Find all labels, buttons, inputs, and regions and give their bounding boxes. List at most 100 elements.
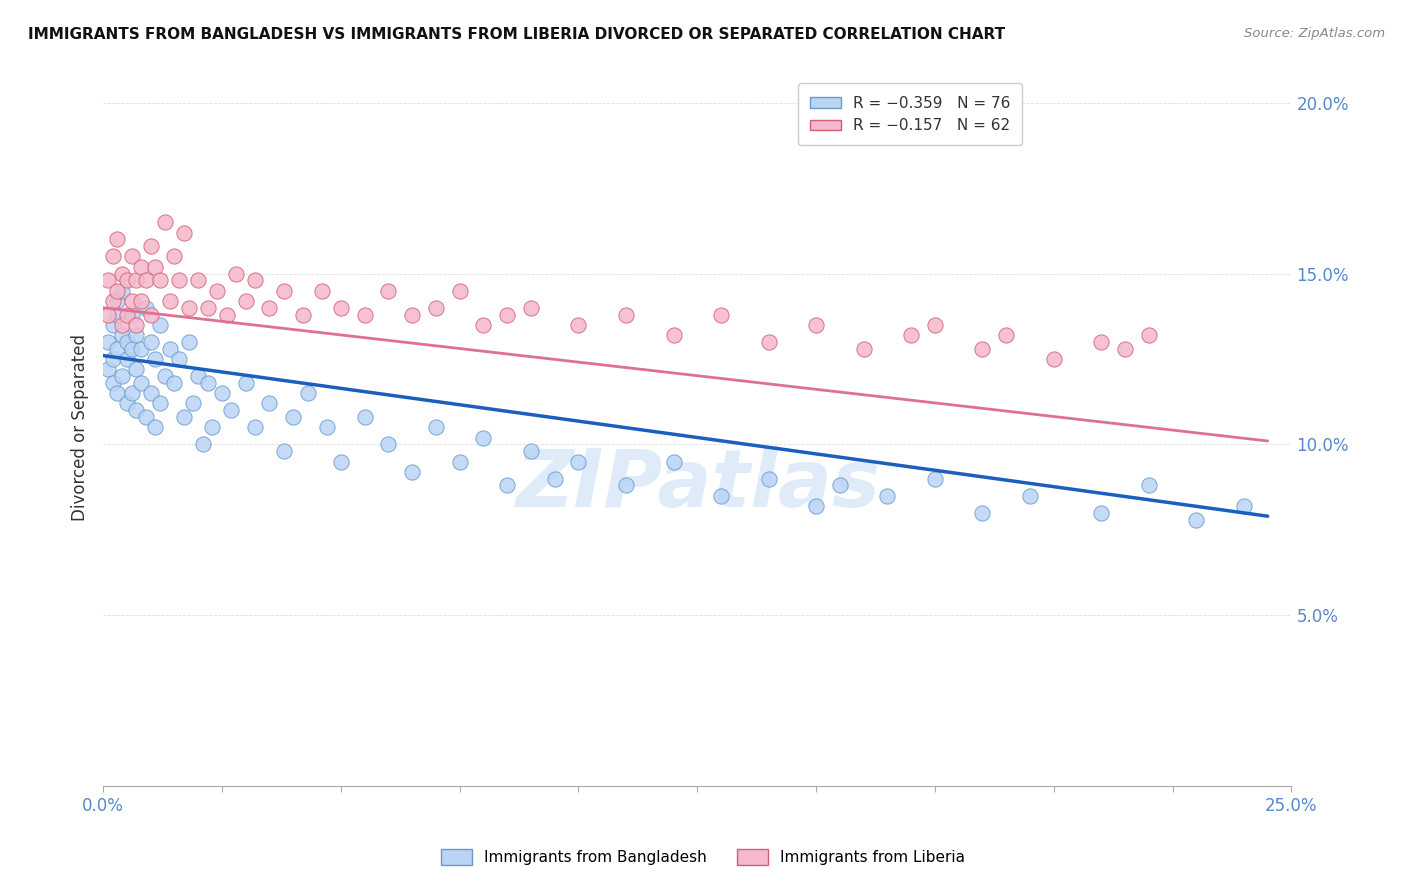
Point [101, 318, 124, 332]
Point [101, 351, 124, 366]
Point [758, 334, 780, 349]
Point [191, 437, 214, 451]
Point [828, 478, 851, 492]
Point [149, 273, 172, 287]
Point [111, 284, 134, 298]
Point [115, 273, 138, 287]
Point [163, 250, 186, 264]
Point [135, 301, 157, 315]
Point [135, 273, 157, 287]
Point [205, 284, 228, 298]
Point [449, 284, 471, 298]
Point [425, 301, 447, 315]
Point [1233, 499, 1256, 513]
Point [804, 499, 827, 513]
Point [297, 386, 319, 401]
Point [662, 328, 685, 343]
Point [1137, 328, 1160, 343]
Point [353, 308, 375, 322]
Point [758, 472, 780, 486]
Point [614, 478, 637, 492]
Text: ZIPatlas: ZIPatlas [515, 446, 880, 524]
Point [245, 273, 267, 287]
Point [105, 386, 128, 401]
Point [1019, 489, 1042, 503]
Point [167, 273, 190, 287]
Point [259, 301, 281, 315]
Legend: R = −0.359   N = 76, R = −0.157   N = 62: R = −0.359 N = 76, R = −0.157 N = 62 [797, 83, 1022, 145]
Point [129, 293, 152, 308]
Point [197, 376, 219, 390]
Point [159, 293, 181, 308]
Point [129, 260, 152, 274]
Point [125, 318, 148, 332]
Point [1137, 478, 1160, 492]
Point [105, 308, 128, 322]
Point [259, 396, 281, 410]
Point [197, 301, 219, 315]
Point [111, 318, 134, 332]
Point [225, 267, 247, 281]
Point [924, 472, 946, 486]
Point [544, 472, 567, 486]
Point [121, 293, 143, 308]
Point [401, 465, 423, 479]
Point [315, 420, 337, 434]
Point [97, 334, 120, 349]
Point [149, 396, 172, 410]
Point [273, 444, 295, 458]
Point [97, 273, 120, 287]
Point [153, 369, 176, 384]
Point [173, 226, 195, 240]
Point [187, 273, 209, 287]
Point [924, 318, 946, 332]
Point [149, 318, 172, 332]
Point [101, 250, 124, 264]
Point [173, 410, 195, 425]
Point [115, 334, 138, 349]
Point [425, 420, 447, 434]
Point [111, 369, 134, 384]
Point [121, 308, 143, 322]
Point [1090, 506, 1112, 520]
Point [153, 215, 176, 229]
Point [972, 342, 994, 356]
Point [125, 273, 148, 287]
Point [496, 308, 519, 322]
Point [235, 293, 257, 308]
Point [1090, 334, 1112, 349]
Point [995, 328, 1018, 343]
Text: Source: ZipAtlas.com: Source: ZipAtlas.com [1244, 27, 1385, 40]
Point [139, 239, 162, 253]
Y-axis label: Divorced or Separated: Divorced or Separated [72, 334, 89, 521]
Point [353, 410, 375, 425]
Point [900, 328, 922, 343]
Point [121, 250, 143, 264]
Point [101, 293, 124, 308]
Point [377, 437, 399, 451]
Point [105, 284, 128, 298]
Text: IMMIGRANTS FROM BANGLADESH VS IMMIGRANTS FROM LIBERIA DIVORCED OR SEPARATED CORR: IMMIGRANTS FROM BANGLADESH VS IMMIGRANTS… [28, 27, 1005, 42]
Point [97, 362, 120, 376]
Point [201, 420, 224, 434]
Point [167, 351, 190, 366]
Point [520, 301, 543, 315]
Point [125, 362, 148, 376]
Point [125, 328, 148, 343]
Point [101, 376, 124, 390]
Point [121, 342, 143, 356]
Point [235, 376, 257, 390]
Point [567, 454, 589, 468]
Point [187, 369, 209, 384]
Point [115, 396, 138, 410]
Point [115, 308, 138, 322]
Point [215, 308, 238, 322]
Point [291, 308, 314, 322]
Point [111, 328, 134, 343]
Point [135, 410, 157, 425]
Point [329, 301, 352, 315]
Point [804, 318, 827, 332]
Point [1042, 351, 1064, 366]
Point [105, 232, 128, 246]
Point [139, 334, 162, 349]
